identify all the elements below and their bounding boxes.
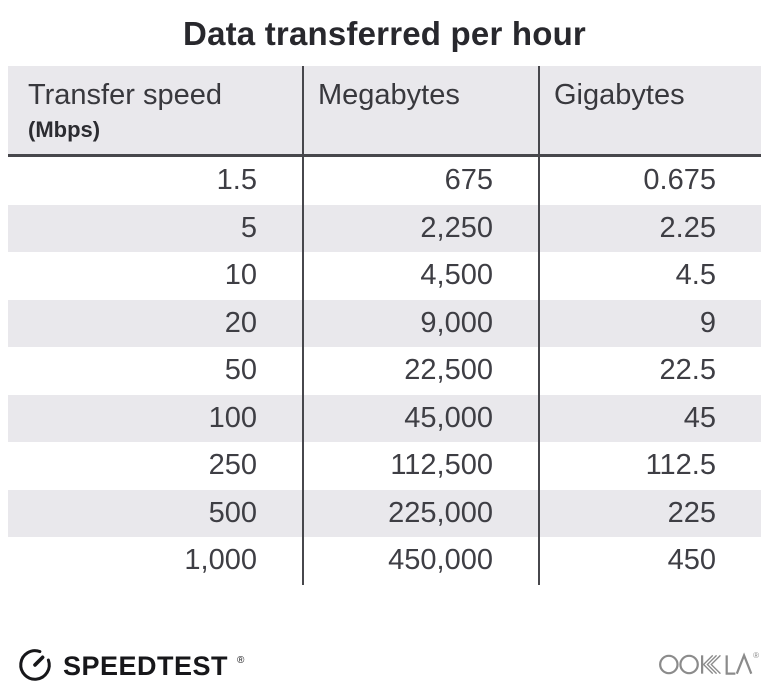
cell-speed: 1,000 bbox=[184, 544, 257, 576]
cell-gigabytes: 22.5 bbox=[538, 347, 761, 395]
cell-speed: 1.5 bbox=[216, 164, 257, 196]
speedtest-wordmark: SPEEDTEST bbox=[63, 651, 229, 681]
header-gigabytes: Gigabytes bbox=[538, 66, 761, 154]
cell-megabytes: 9,000 bbox=[302, 299, 538, 347]
table-body: 1.5 675 0.675 5 2,250 2.25 10 4,500 4.5 … bbox=[8, 157, 761, 585]
cell-speed: 10 bbox=[224, 259, 257, 291]
cell-megabytes: 4,500 bbox=[302, 252, 538, 300]
table-row: 50 22,500 22.5 bbox=[8, 347, 761, 395]
cell-gigabytes: 2.25 bbox=[538, 204, 761, 252]
table-row: 10 4,500 4.5 bbox=[8, 252, 761, 300]
header-transfer-speed: Transfer speed (Mbps) bbox=[8, 66, 302, 154]
cell-speed: 20 bbox=[224, 306, 257, 339]
cell-speed: 50 bbox=[224, 354, 257, 386]
page-title: Data transferred per hour bbox=[183, 15, 586, 52]
cell-gigabytes: 0.675 bbox=[538, 157, 761, 205]
ookla-wordmark-icon bbox=[657, 651, 753, 683]
cell-megabytes: 45,000 bbox=[302, 394, 538, 442]
table-row: 1.5 675 0.675 bbox=[8, 157, 761, 205]
speedtest-registered-mark: ® bbox=[237, 655, 245, 666]
table-row: 1,000 450,000 450 bbox=[8, 537, 761, 585]
footer: SPEEDTEST ® ® bbox=[16, 645, 759, 688]
cell-megabytes: 450,000 bbox=[302, 537, 538, 585]
table-row: 250 112,500 112.5 bbox=[8, 442, 761, 490]
table-header-row: Transfer speed (Mbps) Megabytes Gigabyte… bbox=[8, 66, 761, 157]
cell-megabytes: 675 bbox=[302, 157, 538, 205]
cell-gigabytes: 45 bbox=[538, 394, 761, 442]
table-row: 5 2,250 2.25 bbox=[8, 204, 761, 252]
cell-speed: 500 bbox=[208, 496, 257, 529]
cell-speed: 5 bbox=[240, 211, 257, 244]
table-row: 100 45,000 45 bbox=[8, 394, 761, 442]
ookla-logo: ® bbox=[657, 651, 759, 683]
header-megabytes: Megabytes bbox=[302, 66, 538, 154]
cell-megabytes: 22,500 bbox=[302, 347, 538, 395]
cell-megabytes: 112,500 bbox=[302, 442, 538, 490]
data-table: Transfer speed (Mbps) Megabytes Gigabyte… bbox=[8, 66, 761, 585]
cell-speed: 250 bbox=[208, 449, 257, 481]
cell-gigabytes: 450 bbox=[538, 537, 761, 585]
cell-gigabytes: 9 bbox=[538, 299, 761, 347]
cell-gigabytes: 112.5 bbox=[538, 442, 761, 490]
header-mbps-label: (Mbps) bbox=[28, 117, 101, 142]
speedtest-logo: SPEEDTEST ® bbox=[16, 645, 244, 688]
cell-megabytes: 2,250 bbox=[302, 204, 538, 252]
cell-megabytes: 225,000 bbox=[302, 489, 538, 537]
cell-speed: 100 bbox=[208, 401, 257, 434]
cell-gigabytes: 4.5 bbox=[538, 252, 761, 300]
header-transfer-speed-label: Transfer speed bbox=[28, 79, 222, 111]
cell-gigabytes: 225 bbox=[538, 489, 761, 537]
ookla-registered-mark: ® bbox=[753, 650, 759, 660]
speedtest-gauge-icon bbox=[16, 645, 54, 688]
table-row: 20 9,000 9 bbox=[8, 299, 761, 347]
table-row: 500 225,000 225 bbox=[8, 489, 761, 537]
